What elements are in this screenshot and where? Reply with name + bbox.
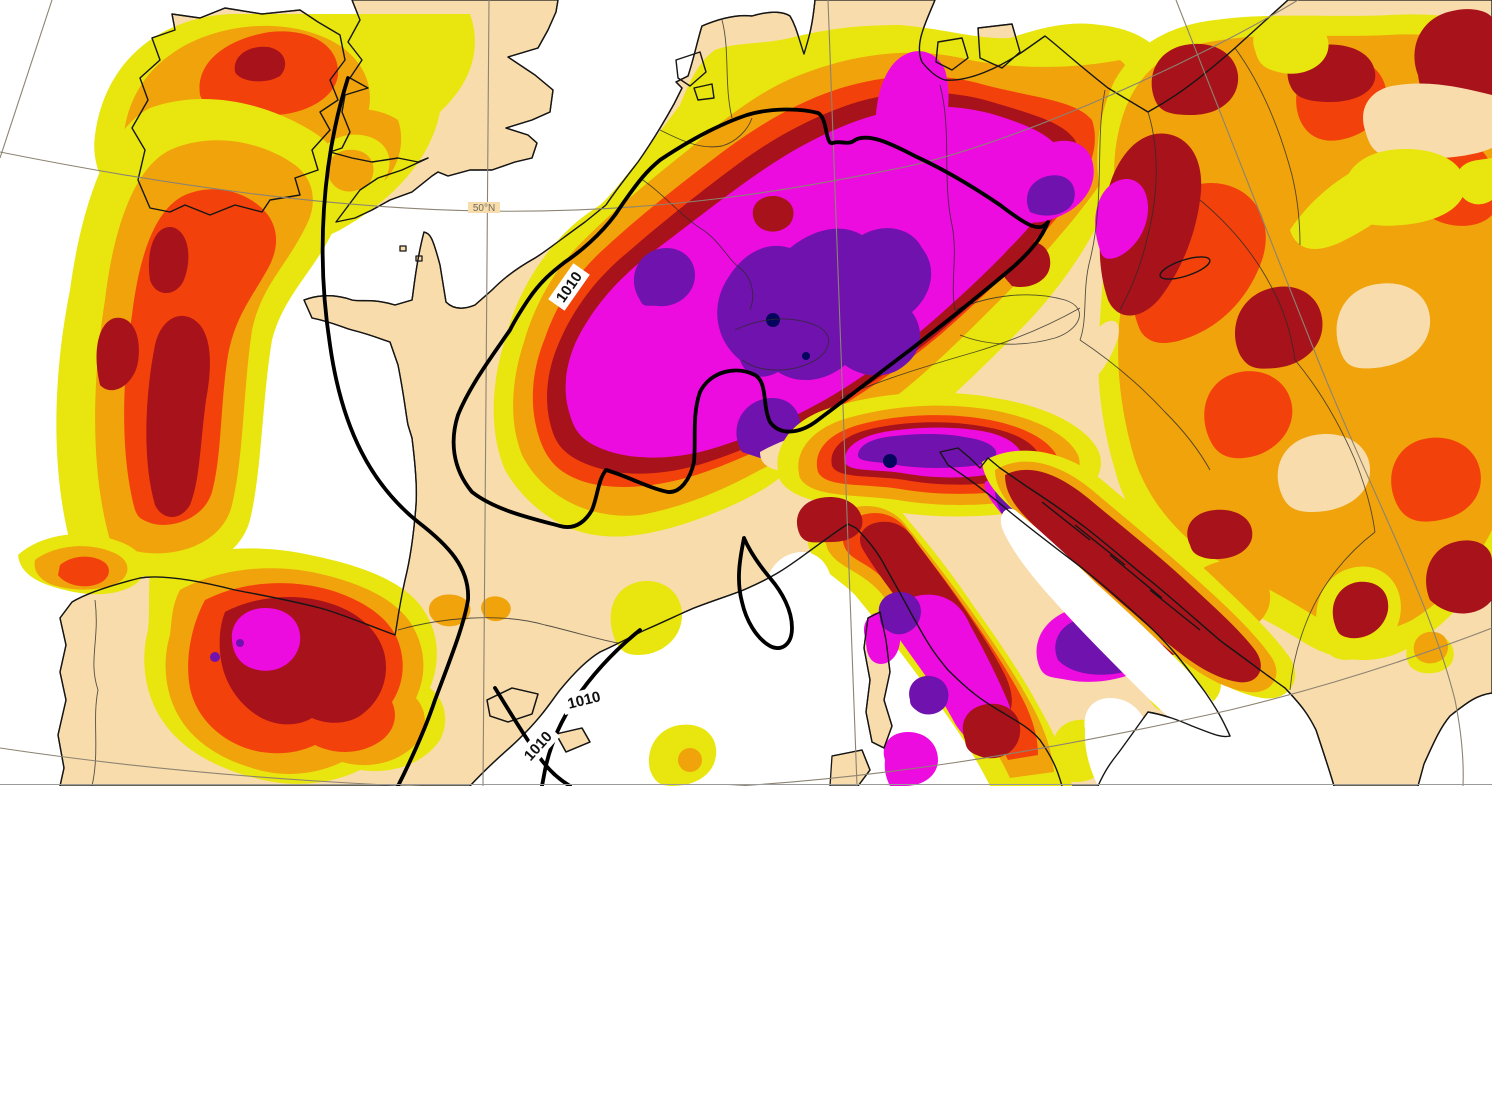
- map-bottom-rule: [0, 784, 1492, 785]
- country-borders: [91, 19, 1376, 786]
- meridian-10E: [827, 0, 858, 786]
- total-totals-field: [18, 9, 1492, 786]
- parallel-label-bg: [468, 202, 500, 213]
- legend: Total totals index (?) 04445464749515670…: [0, 786, 1492, 1116]
- map-area: 50°N 1010 1010 1010: [0, 0, 1492, 786]
- meridian-10W: [0, 0, 53, 159]
- coastlines: [57, 0, 1492, 786]
- parallel-label: 50°N: [473, 203, 495, 214]
- land-channel-isle: [399, 245, 407, 252]
- parallel-50N: [0, 0, 1299, 212]
- isobar-1010-biscay: [320, 76, 470, 786]
- parallel-40N: [0, 627, 1492, 786]
- meridian-20E: [1175, 0, 1464, 786]
- isobar-1010-rhone: [737, 536, 794, 650]
- isobar-contours: 1010 1010 1010: [320, 76, 1050, 786]
- map-canvas: 50°N 1010 1010 1010: [0, 0, 1492, 786]
- isobar-1010-loop: [451, 107, 1050, 529]
